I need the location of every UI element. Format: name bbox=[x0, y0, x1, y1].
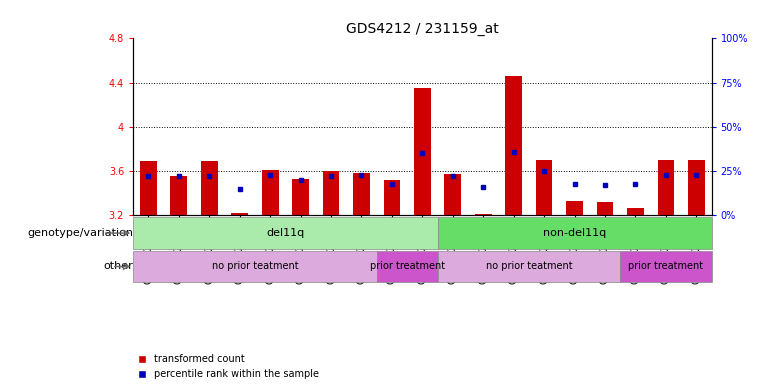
Title: GDS4212 / 231159_at: GDS4212 / 231159_at bbox=[346, 22, 498, 36]
Text: no prior teatment: no prior teatment bbox=[486, 262, 572, 271]
Text: prior treatment: prior treatment bbox=[370, 262, 444, 271]
Legend: transformed count, percentile rank within the sample: transformed count, percentile rank withi… bbox=[138, 354, 319, 379]
Bar bbox=[438, 251, 620, 282]
Bar bbox=[140, 161, 157, 215]
Bar bbox=[688, 160, 705, 215]
Bar bbox=[475, 214, 492, 215]
Text: del11q: del11q bbox=[266, 228, 304, 238]
Bar bbox=[438, 217, 712, 249]
Bar bbox=[292, 179, 309, 215]
Bar bbox=[627, 208, 644, 215]
Bar bbox=[444, 174, 461, 215]
Bar bbox=[505, 76, 522, 215]
Bar bbox=[377, 251, 438, 282]
Text: genotype/variation: genotype/variation bbox=[27, 228, 133, 238]
Bar bbox=[658, 160, 674, 215]
Bar bbox=[133, 217, 438, 249]
Bar bbox=[597, 202, 613, 215]
Bar bbox=[133, 251, 377, 282]
Bar bbox=[353, 174, 370, 215]
Bar bbox=[170, 175, 187, 215]
Bar bbox=[201, 161, 218, 215]
Text: prior treatment: prior treatment bbox=[629, 262, 703, 271]
Text: other: other bbox=[103, 262, 133, 271]
Bar bbox=[620, 251, 712, 282]
Bar bbox=[231, 213, 248, 215]
Bar bbox=[384, 180, 400, 215]
Bar bbox=[566, 201, 583, 215]
Bar bbox=[414, 88, 431, 215]
Bar bbox=[323, 171, 339, 215]
Bar bbox=[262, 170, 279, 215]
Text: non-del11q: non-del11q bbox=[543, 228, 607, 238]
Text: no prior teatment: no prior teatment bbox=[212, 262, 298, 271]
Bar bbox=[536, 160, 552, 215]
